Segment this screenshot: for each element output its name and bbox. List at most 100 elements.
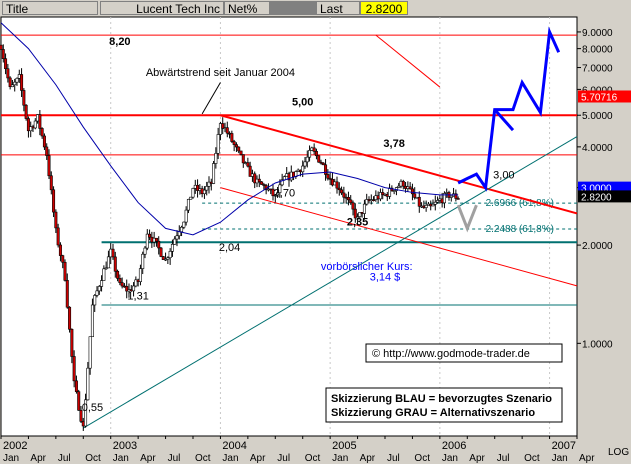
candle-body — [191, 188, 195, 198]
candle-body — [106, 256, 110, 269]
candle-body — [436, 200, 440, 203]
candle-body — [253, 173, 257, 184]
candle-body — [61, 255, 65, 263]
candle-body — [40, 128, 44, 137]
candle-body — [173, 238, 177, 245]
candle-body — [159, 247, 163, 257]
candle-body — [22, 90, 26, 106]
x-month-label: Apr — [30, 453, 46, 464]
candle-body — [120, 282, 124, 287]
chart-annotation: 1,31 — [127, 291, 148, 303]
candle-body — [102, 268, 106, 281]
x-month-label: Apr — [360, 453, 376, 464]
candle-body — [74, 380, 78, 392]
netpct-label: Net% — [224, 1, 270, 15]
price-tag-label: 3.0000 — [581, 184, 612, 195]
candle-body — [1, 49, 5, 59]
x-month-label: Jan — [442, 453, 458, 464]
candle-body — [232, 141, 236, 145]
chart-annotation: 2,35 — [347, 216, 368, 228]
candle-body — [47, 155, 51, 177]
candle-body — [381, 192, 385, 195]
candle-body — [351, 202, 355, 210]
candle-body — [340, 189, 344, 194]
candle-body — [442, 193, 446, 204]
chart-annotation: 2,04 — [219, 242, 240, 254]
candle-body — [49, 175, 53, 191]
x-year-label: 2007 — [552, 440, 576, 452]
x-year-label: 2002 — [3, 440, 27, 452]
candle-body — [184, 209, 188, 223]
fib-level-label: 2.2488 (61,8%) — [486, 224, 554, 235]
candle-body — [10, 84, 14, 88]
candle-body — [230, 133, 234, 142]
candle-body — [337, 187, 341, 191]
candle-body — [63, 261, 67, 281]
candle-body — [175, 235, 179, 240]
chart-annotation: 5,00 — [292, 97, 313, 109]
candle-body — [33, 120, 37, 129]
candle-body — [170, 243, 174, 252]
candle-body — [280, 179, 284, 186]
candle-body — [378, 192, 382, 200]
candle-body — [326, 174, 330, 179]
chart-annotation: 2,70 — [274, 187, 295, 199]
candle-body — [84, 399, 88, 427]
candle-body — [38, 114, 42, 129]
chart-annotation: Abwärtstrend seit Januar 2004 — [146, 67, 295, 79]
candle-body — [118, 278, 122, 283]
scenario-blue-branch — [493, 108, 515, 132]
candle-body — [358, 212, 362, 217]
candle-body — [52, 189, 56, 213]
x-month-label: Jul — [387, 453, 400, 464]
candle-body — [449, 195, 453, 198]
scenario-blue-path — [457, 26, 561, 192]
candle-body — [72, 356, 76, 382]
candle-body — [180, 226, 184, 233]
candle-body — [317, 155, 321, 163]
moving-average-line — [0, 22, 459, 236]
candle-body — [248, 165, 252, 177]
candle-body — [15, 77, 19, 83]
candle-body — [303, 161, 307, 167]
candle-body — [95, 290, 99, 296]
candle-body — [93, 295, 97, 306]
candle-body — [214, 153, 218, 164]
x-month-label: Jan — [332, 453, 348, 464]
candle-body — [90, 304, 94, 338]
y-tick-label: 9.0000 — [582, 28, 613, 39]
plot-area — [0, 16, 578, 437]
candle-body — [196, 184, 200, 191]
candle-body — [324, 164, 328, 175]
x-month-label: Apr — [579, 453, 595, 464]
candle-body — [260, 181, 264, 185]
candle-body — [132, 285, 136, 292]
instrument-name: Lucent Tech Inc — [100, 1, 224, 15]
x-month-label: Apr — [469, 453, 485, 464]
candle-body — [88, 336, 92, 369]
candle-body — [56, 227, 60, 246]
candle-body — [6, 68, 10, 79]
x-month-label: Jul — [277, 453, 290, 464]
candle-body — [328, 177, 332, 180]
candle-body — [342, 192, 346, 198]
candle-body — [29, 126, 33, 132]
x-month-label: Apr — [250, 453, 266, 464]
candle-body — [111, 248, 115, 258]
candle-body — [424, 204, 428, 208]
candle-body — [154, 237, 158, 242]
candle-body — [24, 104, 28, 119]
log-scale-label: LOG — [608, 447, 629, 458]
price-tag-label: 2.8200 — [581, 192, 612, 203]
candle-body — [241, 154, 245, 164]
candle-body — [13, 81, 17, 86]
netpct-value — [270, 1, 316, 15]
price-chart: 2.6966 (61,8%) 2.2488 (61,8%) 8,20 Abwärtst… — [0, 16, 631, 464]
candle-body — [182, 221, 186, 228]
x-month-label: Oct — [195, 453, 211, 464]
x-month-label: Jul — [497, 453, 510, 464]
candle-body — [8, 77, 12, 88]
candle-body — [138, 268, 142, 282]
candle-body — [273, 194, 277, 197]
candle-body — [276, 192, 280, 196]
